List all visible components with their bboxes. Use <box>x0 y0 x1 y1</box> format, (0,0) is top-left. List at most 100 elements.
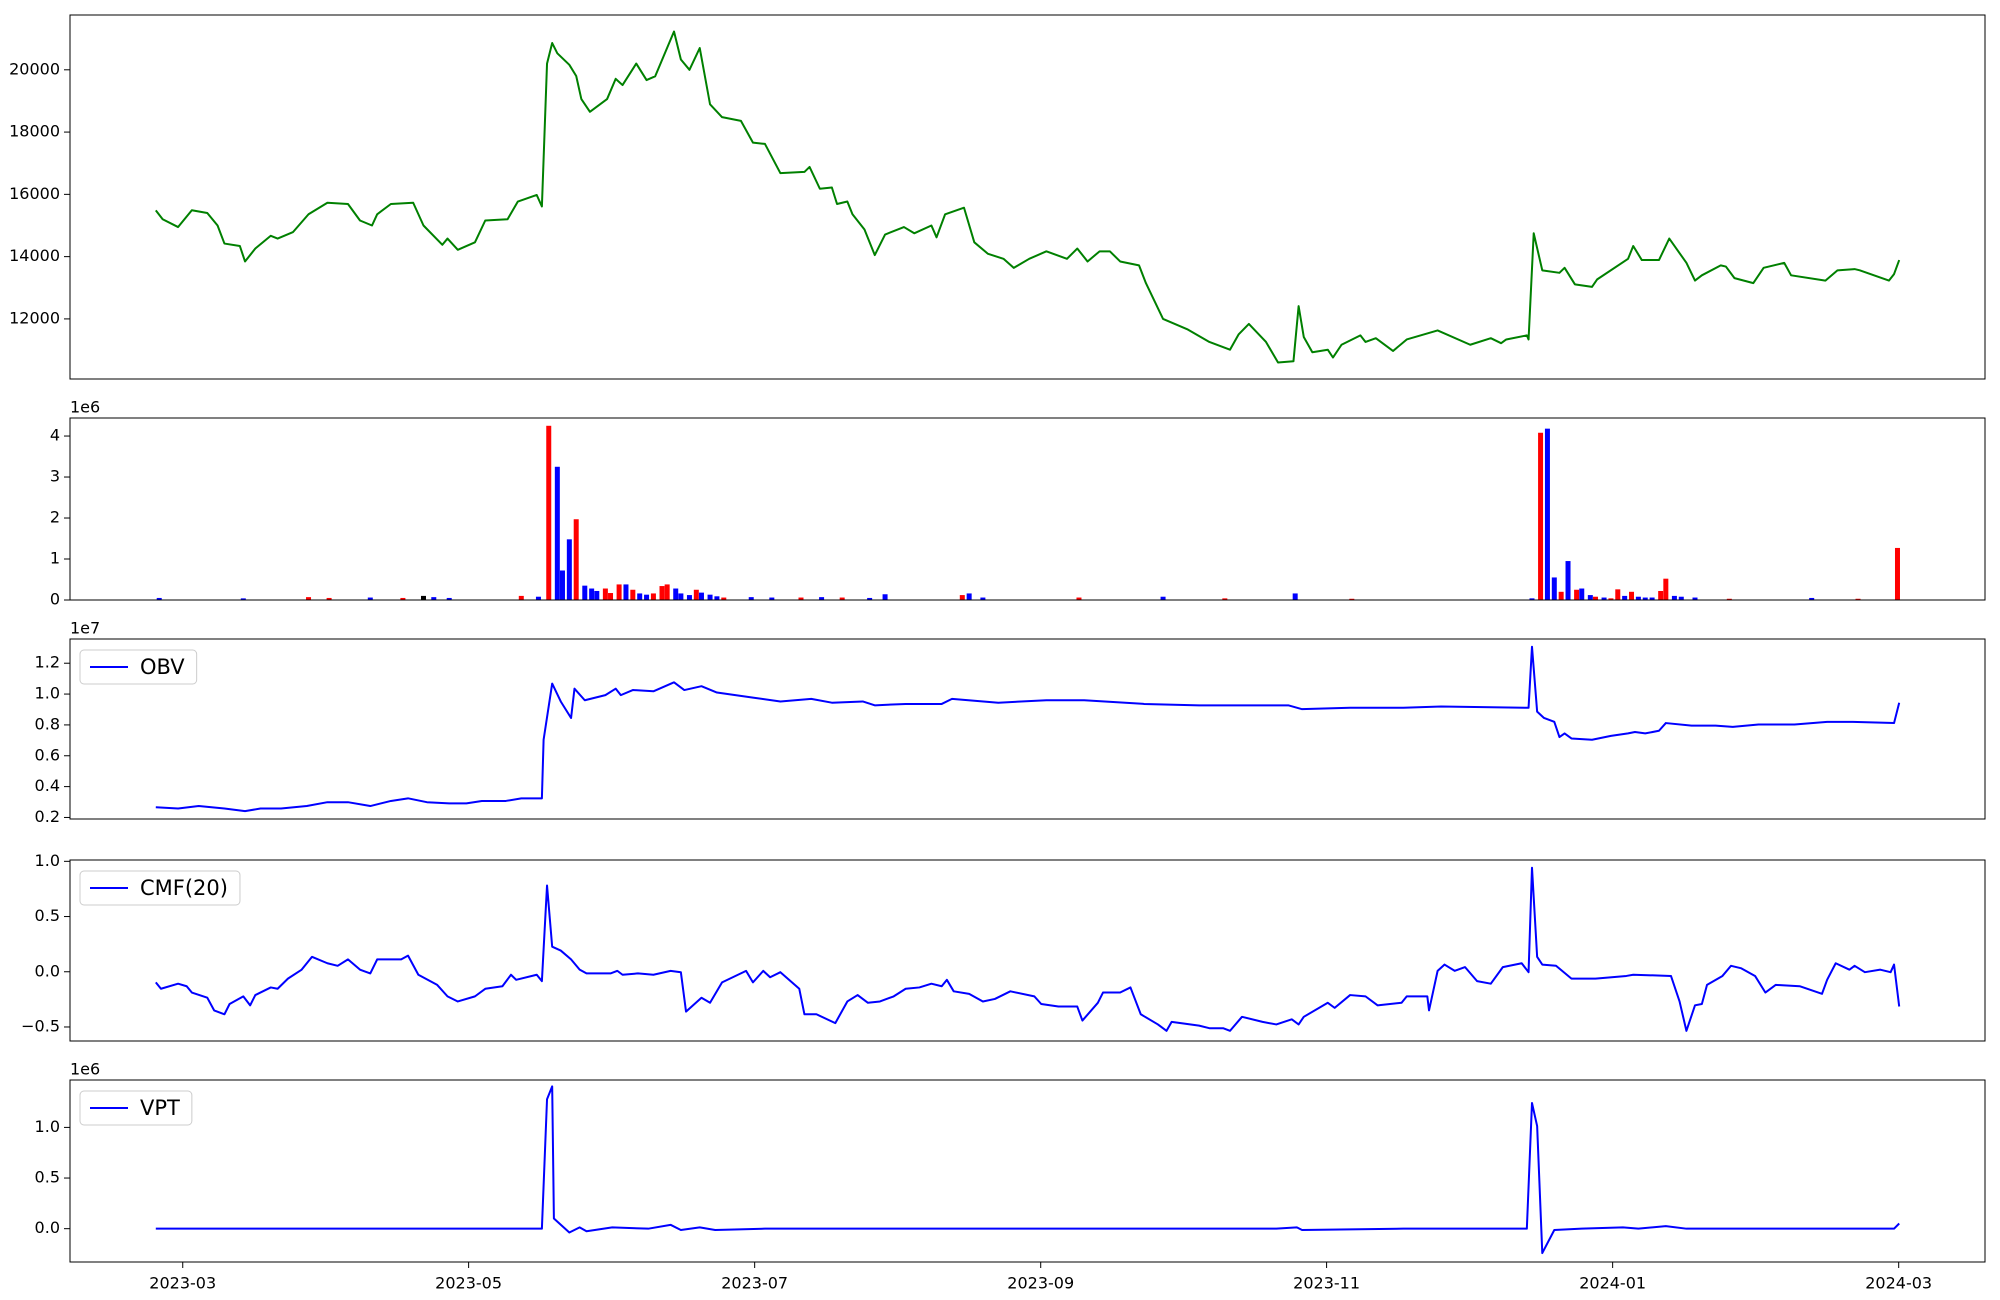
volume-bar <box>616 584 622 600</box>
volume-bar <box>1642 597 1648 600</box>
volume-bar <box>650 593 656 600</box>
volume-bar <box>1692 597 1698 600</box>
y-tick-label: 14000 <box>9 246 60 265</box>
volume-bar <box>554 466 560 600</box>
volume-bar <box>714 596 720 600</box>
volume-bar <box>867 597 873 600</box>
y-tick-label: 0.6 <box>35 745 60 764</box>
volume-bar <box>721 597 727 600</box>
volume-bar <box>1726 598 1732 600</box>
y-tick-label: 18000 <box>9 122 60 141</box>
volume-bar <box>608 593 614 600</box>
volume-bar <box>748 597 754 600</box>
volume-bar <box>1894 547 1900 600</box>
volume-bar <box>594 590 600 600</box>
volume-bar <box>819 597 825 600</box>
volume-bar <box>420 595 426 600</box>
series-line <box>155 866 1901 1032</box>
legend-box <box>79 649 198 685</box>
volume-bar <box>637 593 643 600</box>
series-line <box>155 1085 1900 1255</box>
volume-bar <box>1671 595 1677 600</box>
volume-bar <box>1076 597 1082 600</box>
y-tick-label: 0.0 <box>35 1218 60 1237</box>
y-tick-label: 3 <box>50 467 60 486</box>
axes-frame <box>69 1079 1986 1263</box>
volume-bar <box>966 593 972 600</box>
volume-bar <box>1565 561 1571 600</box>
volume-bar <box>602 588 608 600</box>
volume-bar <box>1587 595 1593 600</box>
volume-bar <box>678 593 684 600</box>
y-tick-label: 0.0 <box>35 961 60 980</box>
y-tick-label: 20000 <box>9 59 60 78</box>
legend-label: CMF(20) <box>140 876 228 900</box>
y-tick-label: 1.0 <box>35 684 60 703</box>
volume-bar <box>882 594 888 600</box>
volume-bar <box>1349 598 1355 600</box>
volume-bar <box>686 595 692 600</box>
y-tick-label: 1.2 <box>35 653 60 672</box>
volume-bar <box>1538 432 1544 600</box>
y-tick-label: 1.0 <box>35 1117 60 1136</box>
volume-bar <box>980 597 986 600</box>
y-tick-label: 4 <box>50 426 60 445</box>
volume-bar <box>1635 596 1641 600</box>
volume-bar <box>1551 577 1557 600</box>
volume-bar <box>1222 598 1228 600</box>
x-tick-label: 2023-07 <box>721 1274 788 1293</box>
volume-bar <box>367 597 373 600</box>
volume-bar <box>659 586 665 600</box>
volume-bar <box>1658 590 1664 600</box>
x-tick-label: 2023-03 <box>149 1274 216 1293</box>
volume-bar <box>769 597 775 600</box>
axes-frame <box>69 14 1986 380</box>
y-tick-label: 0.4 <box>35 776 60 795</box>
volume-bar <box>1663 578 1669 600</box>
volume-bar <box>693 589 699 600</box>
volume-bar <box>326 597 332 600</box>
volume-bar <box>1579 588 1585 600</box>
volume-bar <box>1649 597 1655 600</box>
volume-bar <box>673 588 679 600</box>
volume-bar <box>240 598 246 600</box>
volume-bar <box>707 594 713 600</box>
volume-bar <box>1544 428 1550 600</box>
x-tick-label: 2023-09 <box>1007 1274 1074 1293</box>
volume-bar <box>582 585 588 600</box>
x-tick-label: 2024-01 <box>1579 1274 1646 1293</box>
legend-label: OBV <box>140 655 185 679</box>
axes-frame <box>69 859 1986 1042</box>
volume-bar <box>630 589 636 600</box>
series-line <box>155 30 1901 364</box>
volume-bar <box>1574 589 1580 600</box>
volume-bar <box>644 594 650 600</box>
volume-bar <box>1529 598 1535 600</box>
y-tick-label: 0.8 <box>35 714 60 733</box>
volume-bar <box>664 584 670 600</box>
x-tick-label: 2023-05 <box>435 1274 502 1293</box>
volume-bar <box>959 595 965 600</box>
volume-bar <box>518 595 524 600</box>
volume-bar <box>546 425 552 600</box>
offset-label: 1e6 <box>70 398 100 417</box>
offset-label: 1e6 <box>70 1060 100 1079</box>
y-tick-label: 0.2 <box>35 807 60 826</box>
y-tick-label: 16000 <box>9 184 60 203</box>
y-tick-label: 2 <box>50 508 60 527</box>
volume-bar <box>400 597 406 600</box>
volume-bar <box>798 597 804 600</box>
volume-bar <box>1592 596 1598 600</box>
y-tick-label: −0.5 <box>21 1016 60 1035</box>
volume-bar <box>1601 597 1607 600</box>
volume-bar <box>1678 596 1684 600</box>
volume-bar <box>535 596 541 600</box>
volume-bar <box>839 597 845 600</box>
volume-bar <box>566 539 572 600</box>
volume-bar <box>1622 595 1628 600</box>
legend-box <box>79 1090 193 1126</box>
volume-bar <box>1608 598 1614 600</box>
volume-bar <box>1809 597 1815 600</box>
